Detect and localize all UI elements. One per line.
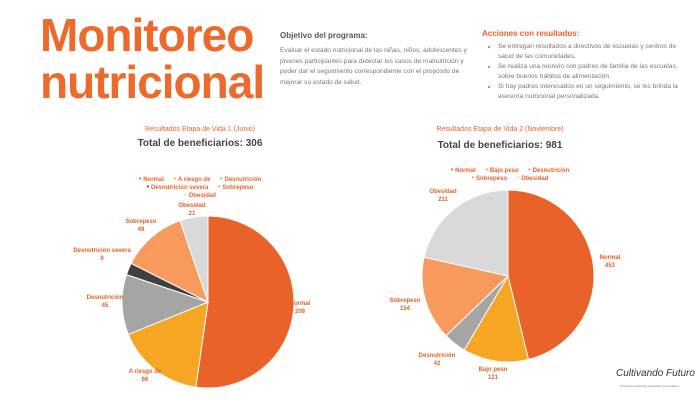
legend-item: • Sobrepeso <box>218 184 254 191</box>
objective-text: Evaluar el estado nutricional de las niñ… <box>280 47 467 86</box>
actions-heading: Acciones con resultados: <box>482 29 580 38</box>
chart1-title: Resultados Etapa de Vida 1 (Junio) <box>145 126 255 133</box>
actions-list: Se entregan resultados a directivos de e… <box>486 42 693 102</box>
action-item: Se realiza una reunión con padres de fam… <box>498 62 693 82</box>
legend-item: • Desnutrición severa <box>146 184 209 191</box>
page-title: Monitoreo nutricional <box>40 9 265 108</box>
data-label: Normal 208 <box>289 301 311 315</box>
logo-subtitle: Proyecto Integral de Desarrollo Comunita… <box>620 384 679 388</box>
data-label: Desnutrición severa 9 <box>73 248 131 262</box>
chart1-legend: • Normal • A riesgo de • Desnutrición • … <box>110 176 290 200</box>
title-line-1: Monitoreo <box>40 9 254 61</box>
logo: Cultivando Futuro <box>616 368 695 379</box>
chart2-title: Resultados Etapa de Vida 2 (Noviembre) <box>436 126 564 133</box>
legend-item: • Normal <box>450 167 476 174</box>
chart1-total: Total de beneficiarios: 306 <box>137 138 263 149</box>
legend-item: • Obesidad <box>184 192 216 199</box>
data-label: Desnutrición 42 <box>418 353 456 367</box>
legend-item: • Normal <box>138 176 164 183</box>
data-label: Normal 453 <box>599 255 621 269</box>
pie-slice-bajo-peso <box>463 274 530 363</box>
data-label: Desnutrición 45 <box>86 295 124 309</box>
pie-slice-obesidad <box>423 189 509 277</box>
pie-slice-sobrepeso <box>421 256 510 337</box>
pie-slice-obesidad <box>179 215 209 303</box>
legend-item: • Bajo peso <box>485 167 519 174</box>
pie-slice-a-riesgo-de <box>127 301 209 388</box>
action-item: Se entregan resultados a directivos de e… <box>498 42 693 62</box>
data-label: Obesidad 21 <box>178 203 206 217</box>
title-line-2: nutricional <box>40 56 265 108</box>
legend-item: • A riesgo de <box>173 176 211 183</box>
data-label: Bajo peso 121 <box>478 367 508 381</box>
chart2-total: Total de beneficiarios: 981 <box>437 140 563 151</box>
objective-heading: Objetivo del programa: <box>280 31 368 40</box>
pie-slice-normal <box>195 215 295 389</box>
data-label: A riesgo de 66 <box>128 369 162 383</box>
legend-item: • Desnutrición <box>528 167 570 174</box>
legend-item: • Sobrepeso <box>471 175 507 182</box>
data-label: Sobrepeso 154 <box>389 298 421 312</box>
legend-item: • Obesidad <box>516 175 549 182</box>
data-label: Obesidad 211 <box>429 189 457 203</box>
pie-slice-sobrepeso <box>130 220 209 303</box>
chart2-legend: • Normal • Bajo peso • Desnutrición • So… <box>420 167 600 183</box>
pie-slice-normal <box>507 189 595 361</box>
legend-item: • Desnutrición <box>220 176 262 183</box>
action-item: Si hay padres interesados en un seguimie… <box>498 82 693 102</box>
data-label: Sobrepeso 49 <box>125 219 157 233</box>
